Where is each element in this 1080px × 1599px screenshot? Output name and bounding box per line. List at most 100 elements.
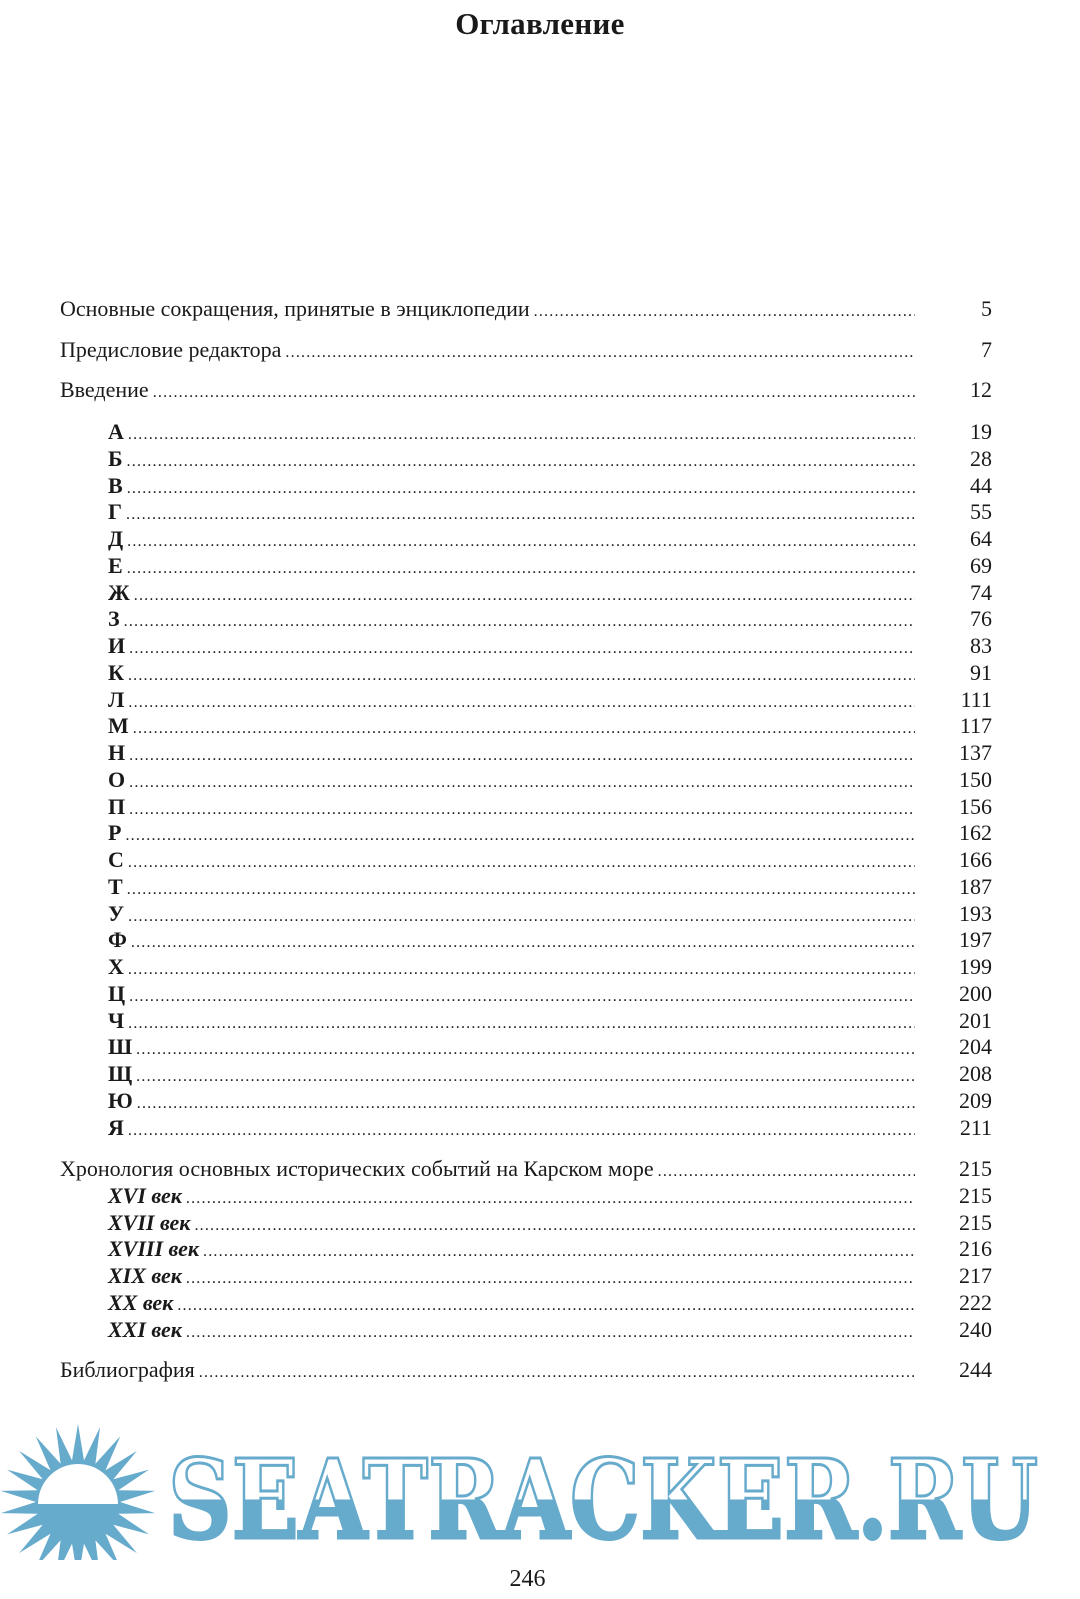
entry-title: Введение: [60, 377, 149, 402]
entry-title: З: [108, 606, 120, 632]
toc-century-entry: XXI век.................................…: [60, 1317, 992, 1345]
entry-page: 64: [970, 526, 992, 551]
entry-page: 187: [959, 873, 992, 899]
dot-leader: ........................................…: [136, 1094, 915, 1112]
toc-letter-entry: Т.......................................…: [60, 874, 992, 902]
entry-title: Е: [108, 552, 123, 578]
entry-page: 74: [970, 579, 992, 605]
toc-letter-entry: Ф.......................................…: [60, 927, 992, 955]
entry-title: Л: [108, 686, 125, 712]
entry-title: П: [108, 793, 126, 819]
toc-letter-entry: З.......................................…: [60, 606, 992, 634]
toc-entry-bibliography: Библиография............................…: [60, 1357, 992, 1385]
entry-title: Ч: [108, 1007, 125, 1033]
dot-leader: ........................................…: [128, 693, 915, 711]
dot-leader: ........................................…: [128, 907, 915, 925]
dot-leader: ........................................…: [126, 506, 915, 524]
entry-page: 216: [959, 1236, 992, 1262]
entry-title: XIX век: [108, 1263, 182, 1289]
dot-leader: ........................................…: [126, 479, 915, 497]
entry-page: 193: [959, 900, 992, 926]
entry-page: 19: [970, 419, 992, 444]
dot-leader: ........................................…: [127, 854, 915, 871]
entry-title: К: [108, 659, 124, 685]
entry-title: У: [108, 900, 125, 926]
page-title: Оглавление: [455, 6, 625, 41]
entry-page: 166: [959, 847, 992, 872]
entry-title: И: [108, 633, 126, 658]
toc-letter-entry: М.......................................…: [60, 713, 992, 741]
entry-title: XX век: [108, 1289, 174, 1315]
entry-page: 215: [959, 1156, 992, 1181]
dot-leader: ........................................…: [123, 613, 915, 631]
dot-leader: ........................................…: [136, 1068, 915, 1085]
toc-letter-entry: Х.......................................…: [60, 954, 992, 982]
toc-entry: Введение................................…: [60, 377, 992, 405]
entry-title: А: [108, 419, 124, 444]
entry-page: 150: [959, 766, 992, 792]
entry-page: 117: [959, 713, 992, 739]
entry-page: 44: [970, 472, 992, 498]
entry-page: 208: [959, 1061, 992, 1086]
entry-title: Основные сокращения, принятые в энциклоп…: [60, 296, 530, 321]
entry-title: Г: [108, 499, 122, 525]
watermark-logo: SEATRACKER.RU: [0, 1424, 1040, 1560]
entry-title: XVII век: [108, 1209, 191, 1235]
entry-title: С: [108, 847, 124, 872]
toc-century-entry: XVII век................................…: [60, 1210, 992, 1238]
toc-letter-entry: Ж.......................................…: [60, 580, 992, 608]
dot-leader: ........................................…: [126, 559, 915, 577]
entry-title: Предисловие редактора: [60, 336, 282, 362]
toc-century-entry: XVIII век...............................…: [60, 1236, 992, 1264]
dot-leader: ........................................…: [203, 1243, 915, 1261]
dot-leader: ........................................…: [126, 880, 915, 898]
toc-letter-entry: Б.......................................…: [60, 446, 992, 474]
entry-page: 244: [959, 1357, 992, 1382]
watermark-text: SEATRACKER.RU: [168, 1435, 1038, 1560]
entry-title: XVIII век: [108, 1236, 200, 1262]
entry-title: Р: [108, 820, 122, 846]
toc-entry: Основные сокращения, принятые в энциклоп…: [60, 296, 992, 324]
dot-leader: ........................................…: [130, 934, 915, 952]
dot-leader: ........................................…: [125, 827, 915, 845]
toc-letter-entry: Г.......................................…: [60, 499, 992, 527]
entry-page: 55: [970, 499, 992, 525]
entry-title: XVI век: [108, 1183, 182, 1208]
entry-page: 137: [959, 740, 992, 765]
toc-letter-entry: Д.......................................…: [60, 526, 992, 554]
dot-leader: ........................................…: [285, 343, 915, 361]
dot-leader: ........................................…: [132, 720, 915, 738]
entry-page: 222: [959, 1289, 992, 1315]
entry-page: 217: [959, 1263, 992, 1289]
entry-title: Хронология основных исторических событий…: [60, 1156, 654, 1181]
toc-century-entry: XX век..................................…: [60, 1290, 992, 1318]
toc-letter-entry: Ц.......................................…: [60, 981, 992, 1009]
entry-page: 201: [959, 1007, 992, 1033]
entry-title: М: [108, 713, 129, 739]
entry-title: Библиография: [60, 1357, 195, 1382]
toc-century-entry: XIX век.................................…: [60, 1263, 992, 1291]
entry-page: 199: [959, 954, 992, 979]
entry-title: В: [108, 472, 123, 498]
entry-page: 111: [960, 686, 992, 712]
toc-letter-entry: Л.......................................…: [60, 687, 992, 715]
toc-entry: Предисловие редактора...................…: [60, 337, 992, 365]
entry-title: XXI век: [108, 1316, 182, 1342]
dot-leader: ........................................…: [126, 452, 915, 470]
dot-leader: ........................................…: [152, 384, 915, 401]
dot-leader: ........................................…: [129, 987, 915, 1005]
toc-letter-entry: Н.......................................…: [60, 740, 992, 768]
dot-leader: ........................................…: [129, 773, 915, 791]
dot-leader: ........................................…: [127, 961, 915, 978]
entry-page: 215: [959, 1183, 992, 1208]
toc-letter-entry: О.......................................…: [60, 767, 992, 795]
entry-title: Ш: [108, 1034, 133, 1060]
entry-page: 28: [970, 445, 992, 471]
toc-letter-entry: Е.......................................…: [60, 553, 992, 581]
entry-title: Щ: [108, 1061, 133, 1086]
entry-page: 91: [970, 659, 992, 685]
toc-letter-entry: Ч.......................................…: [60, 1008, 992, 1036]
entry-title: Ц: [108, 980, 126, 1006]
entry-page: 211: [959, 1114, 992, 1140]
dot-leader: ........................................…: [129, 800, 915, 818]
